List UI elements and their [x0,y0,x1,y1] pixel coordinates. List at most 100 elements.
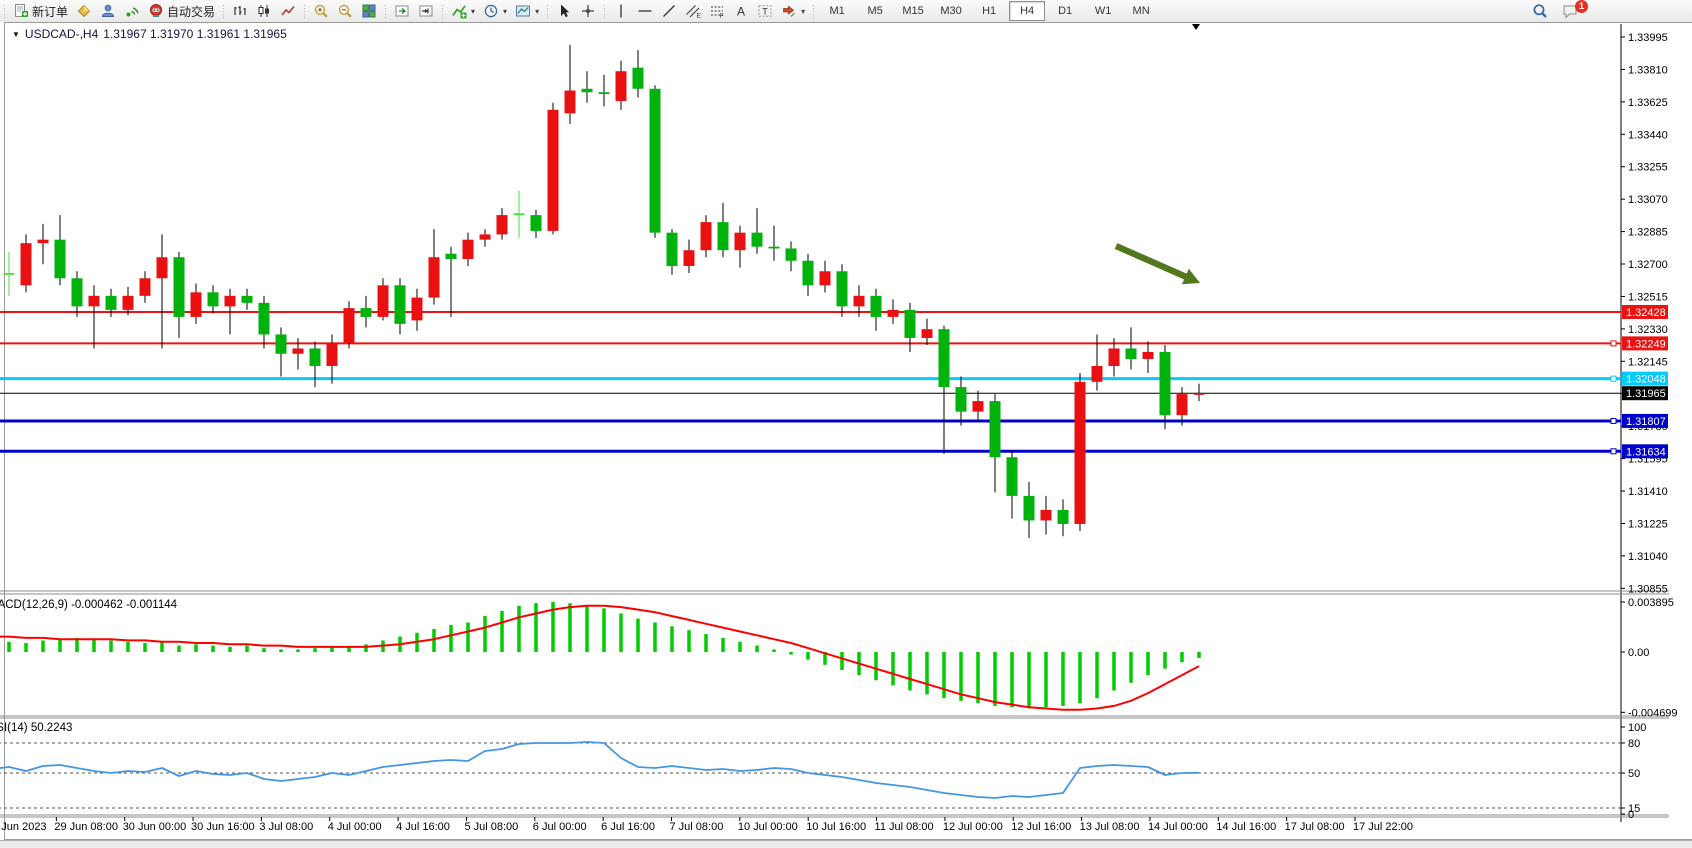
rsi-panel[interactable]: 100 80 50 150 RSI(14) 50.2243 [0,722,1646,821]
gold-icon [76,3,92,19]
svg-text:1.33255: 1.33255 [1628,162,1668,174]
periods-icon [483,3,499,19]
community-button[interactable] [96,0,120,22]
macd-signal-line [0,604,1200,711]
candle-chart-mode-button[interactable] [252,0,276,22]
channel-icon: E [685,3,701,19]
rsi-line [0,741,1200,799]
toolbar-group: 新订单 自动交易 [9,0,219,22]
arrows-tool-button[interactable]: ▾ [777,0,809,22]
timeframe-M15[interactable]: M15 [902,5,924,17]
auto-scroll-button[interactable] [390,0,414,22]
svg-text:1.32700: 1.32700 [1628,259,1668,271]
indicators-button[interactable]: ▾ [447,0,479,22]
cursor-tool-button[interactable] [552,0,576,22]
time-axis[interactable]: 28 Jun 2023 29 Jun 08:00 30 Jun 00:00 30 Ju… [0,817,1413,833]
price-tag: 1.32428 [1626,307,1666,319]
bars-chart-icon [232,3,248,19]
cursor-icon [556,3,572,19]
channel-tool-button[interactable]: E [681,0,705,22]
timeframe-M5[interactable]: M5 [867,5,883,17]
timeframe-H4[interactable]: H4 [1009,1,1046,21]
search-button[interactable] [1528,0,1552,22]
toolbar-right-icons: 1 [1528,0,1588,22]
timeframe-M1[interactable]: M1 [829,5,845,17]
auto-trading-button[interactable]: 自动交易 [144,0,219,22]
new-order-button[interactable]: 新订单 [9,0,72,22]
zoom-out-button[interactable] [333,0,357,22]
templates-icon [515,3,531,19]
svg-text:1.33995: 1.33995 [1628,32,1668,44]
toolbar-group: ▾ ▾ ▾ [447,0,543,22]
svg-text:1.31040: 1.31040 [1628,551,1668,563]
panel-dividers [0,24,1669,822]
svg-text:12 Jul 00:00: 12 Jul 00:00 [943,821,1003,833]
signals-button[interactable] [120,0,144,22]
toolbar-separator [810,3,818,19]
templates-button[interactable]: ▾ [511,0,543,22]
main-toolbar: 新订单 自动交易 ▾ ▾ ▾ E F A T ▾ M1 M5 M15 M30 H1 H4 D1 W1 MN [0,0,1692,23]
zoom-in-button[interactable] [309,0,333,22]
trendline-icon [661,3,677,19]
svg-text:50: 50 [1628,768,1640,780]
chart-window[interactable]: ▼ USDCAD-,H4 1.31967 1.31970 1.31961 1.3… [0,22,1692,840]
timeframe-D1[interactable]: D1 [1058,5,1073,17]
svg-text:0: 0 [1628,809,1634,821]
svg-text:13 Jul 08:00: 13 Jul 08:00 [1080,821,1140,833]
bar-chart-mode-button[interactable] [228,0,252,22]
svg-text:28 Jun 2023: 28 Jun 2023 [0,821,47,833]
line-chart-mode-button[interactable] [276,0,300,22]
down-right-arrow-icon [1114,243,1200,285]
dropdown-caret-icon[interactable]: ▾ [503,6,508,16]
chart-frame [4,22,1692,840]
svg-text:17 Jul 08:00: 17 Jul 08:00 [1285,821,1345,833]
tile-windows-button[interactable] [357,0,381,22]
svg-text:7 Jul 08:00: 7 Jul 08:00 [670,821,724,833]
price-tag: 1.32249 [1626,338,1666,350]
new-order-button-label: 新订单 [32,4,69,19]
signal-icon [124,3,140,19]
crosshair-tool-button[interactable] [576,0,600,22]
horizontal-line-tool-button[interactable] [633,0,657,22]
macd-panel[interactable]: 0.003895 0.00 -0.004699 MACD(12,26,9) -0.00… [0,597,1678,719]
candles-chart-icon [256,3,272,19]
timeframe-W1[interactable]: W1 [1094,5,1112,17]
vertical-line-tool-button[interactable] [609,0,633,22]
toolbar-group: E F A T ▾ [609,0,809,22]
chart-shift-icon [418,3,434,19]
chart-canvas[interactable]: 1.33995 1.33810 1.33625 1.33440 1.33255 1.330… [0,22,1692,840]
svg-text:1.32515: 1.32515 [1628,291,1668,303]
timeframe-M30[interactable]: M30 [940,5,962,17]
svg-text:-0.004699: -0.004699 [1628,707,1678,719]
periods-button[interactable]: ▾ [479,0,511,22]
trendline-tool-button[interactable] [657,0,681,22]
chart-shift-button[interactable] [414,0,438,22]
svg-text:0.00: 0.00 [1628,647,1649,659]
dropdown-caret-icon[interactable]: ▾ [801,6,806,16]
market-watch-button[interactable] [72,0,96,22]
svg-text:1.33070: 1.33070 [1628,194,1668,206]
dropdown-caret-icon[interactable]: ▾ [535,6,540,16]
svg-text:1.31410: 1.31410 [1628,486,1668,498]
text-label-tool-button[interactable]: T [753,0,777,22]
timeframe-MN[interactable]: MN [1132,5,1150,17]
arrows-icon [781,3,797,19]
chat-button[interactable]: 1 [1558,0,1588,22]
svg-text:14 Jul 00:00: 14 Jul 00:00 [1148,821,1208,833]
fibonacci-tool-button[interactable]: F [705,0,729,22]
auto-trading-icon [148,3,164,19]
horizontal-lines-layer[interactable] [0,310,1621,455]
svg-text:4 Jul 00:00: 4 Jul 00:00 [328,821,382,833]
toolbar-separator [1,3,8,19]
svg-text:15: 15 [1628,803,1640,815]
arrow-annotation[interactable] [1114,243,1200,285]
text-tool-button[interactable]: A [729,0,753,22]
timeframe-H1[interactable]: H1 [982,5,997,17]
toolbar-separator [382,3,390,19]
dropdown-caret-icon[interactable]: ▾ [471,6,476,16]
chart-menu-caret-icon[interactable]: ▼ [12,29,20,39]
svg-text:14 Jul 16:00: 14 Jul 16:00 [1216,821,1276,833]
toolbar-separator [544,3,552,19]
hline-icon [637,3,653,19]
line-handle [1610,340,1617,347]
